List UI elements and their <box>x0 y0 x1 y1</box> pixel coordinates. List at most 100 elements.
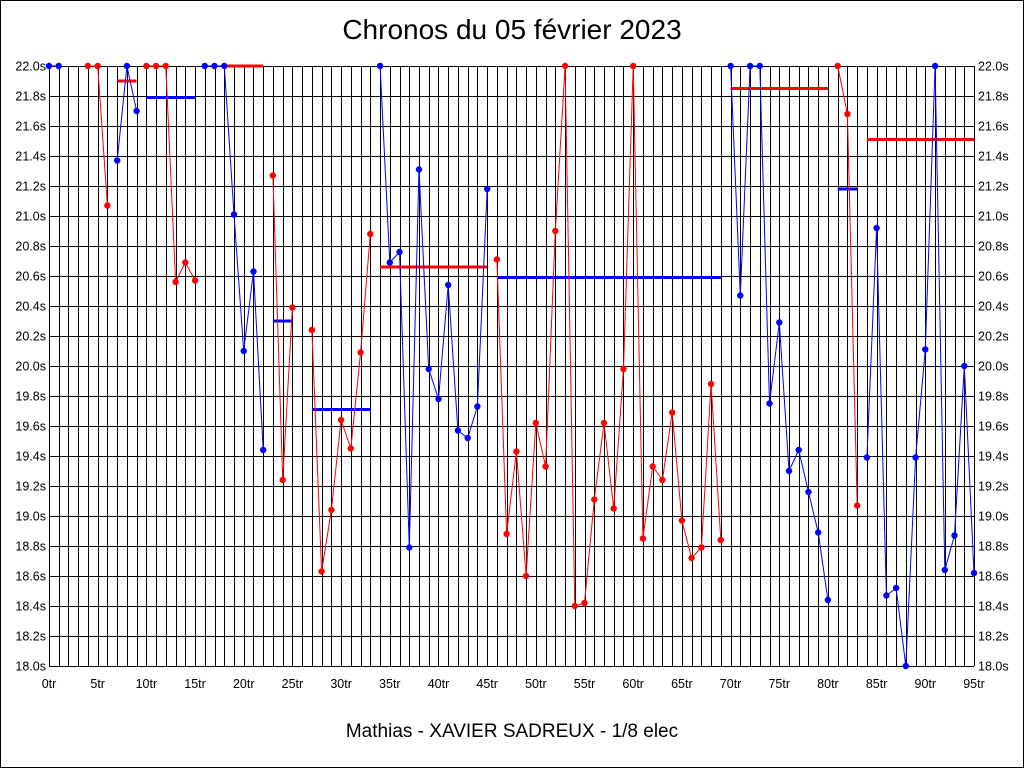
data-point <box>357 349 364 356</box>
series-line <box>496 65 722 607</box>
y-tick-label: 19.2s <box>15 480 46 494</box>
data-point <box>649 463 656 470</box>
data-point <box>532 419 539 427</box>
x-tick-label: 10tr <box>136 677 158 691</box>
data-point <box>591 496 598 503</box>
series-line <box>272 175 293 481</box>
data-point <box>289 304 296 311</box>
chart-subtitle: Mathias - XAVIER SADREUX - 1/8 elec <box>345 721 679 742</box>
data-point <box>484 185 491 193</box>
data-point <box>84 62 92 70</box>
y-tick-label: 21.0s <box>15 210 46 224</box>
y-tick-label: 21.8s <box>15 90 46 104</box>
data-point <box>941 566 948 574</box>
data-point <box>669 409 676 416</box>
data-point <box>639 535 647 542</box>
y-tick-label: 19.8s <box>15 390 46 404</box>
data-point <box>542 463 549 470</box>
y-axis-labels-left: 22.0s 21.8s 21.6s 21.4s 21.2s 21.0s 20.8s 20.6s… <box>15 60 46 674</box>
data-point <box>94 62 101 70</box>
data-point <box>454 427 462 434</box>
data-point <box>961 362 968 370</box>
data-point <box>795 446 802 454</box>
data-point <box>727 62 734 70</box>
x-tick-label: 20tr <box>233 677 255 691</box>
y-tick-label: 19.8s <box>978 390 1009 404</box>
data-point <box>337 416 345 424</box>
data-point <box>172 278 179 286</box>
y-tick-label: 19.4s <box>978 450 1009 464</box>
y-tick-label: 18.4s <box>978 600 1009 614</box>
y-tick-label: 20.6s <box>978 270 1009 284</box>
y-tick-label: 19.0s <box>15 510 46 524</box>
x-tick-label: 55tr <box>574 677 596 691</box>
y-tick-label: 20.2s <box>978 330 1009 344</box>
data-point <box>522 572 530 580</box>
x-tick-label: 5tr <box>90 677 105 691</box>
data-point <box>571 602 578 610</box>
x-tick-label: 15tr <box>184 677 206 691</box>
data-point <box>104 202 111 209</box>
y-tick-label: 20.4s <box>978 300 1009 314</box>
data-point <box>464 434 471 442</box>
y-tick-label: 21.0s <box>978 210 1009 224</box>
data-point <box>230 211 238 218</box>
data-point <box>717 536 724 544</box>
y-tick-label: 19.4s <box>15 450 46 464</box>
data-point <box>922 346 929 353</box>
y-tick-label: 22.0s <box>978 60 1009 74</box>
data-point <box>182 259 189 266</box>
data-point <box>396 248 403 256</box>
data-point <box>688 554 695 562</box>
y-tick-label: 18.2s <box>978 630 1009 644</box>
data-point <box>834 62 841 70</box>
data-point <box>162 62 169 70</box>
data-point <box>114 157 121 164</box>
y-tick-label: 21.8s <box>978 90 1009 104</box>
y-tick-label: 18.2s <box>15 630 46 644</box>
data-point <box>133 107 140 115</box>
series-line <box>866 65 975 667</box>
x-tick-label: 45tr <box>476 677 498 691</box>
data-point <box>503 530 510 538</box>
y-tick-label: 21.2s <box>978 180 1009 194</box>
data-point <box>863 454 871 461</box>
data-point <box>143 62 150 70</box>
data-point <box>279 476 286 484</box>
y-tick-label: 18.0s <box>15 660 46 674</box>
data-point <box>474 403 481 410</box>
y-tick-label: 20.0s <box>978 360 1009 374</box>
series-points <box>45 62 978 670</box>
x-tick-label: 75tr <box>768 677 790 691</box>
data-point <box>406 544 413 551</box>
data-point <box>269 172 277 179</box>
data-point <box>737 292 744 299</box>
y-tick-label: 18.4s <box>15 600 46 614</box>
y-tick-label: 20.0s <box>15 360 46 374</box>
y-tick-label: 21.4s <box>978 150 1009 164</box>
y-tick-label: 19.6s <box>978 420 1009 434</box>
series-line <box>87 65 108 206</box>
data-point <box>367 230 374 238</box>
y-tick-label: 21.6s <box>15 120 46 134</box>
x-tick-label: 25tr <box>282 677 304 691</box>
y-tick-label: 20.4s <box>15 300 46 314</box>
data-point <box>698 544 705 551</box>
data-point <box>785 467 793 475</box>
y-tick-label: 19.2s <box>978 480 1009 494</box>
y-tick-label: 22.0s <box>15 60 46 74</box>
data-point <box>191 277 199 284</box>
data-point <box>493 256 501 263</box>
x-axis-labels: 0tr 5tr 10tr 15tr 20tr 25tr 30tr 35tr 40tr 45tr 50… <box>42 677 985 691</box>
data-point <box>824 596 832 604</box>
y-tick-label: 21.6s <box>978 120 1009 134</box>
data-point <box>513 448 520 455</box>
x-tick-label: 30tr <box>330 677 352 691</box>
data-point <box>561 62 569 70</box>
y-axis-labels-right: 22.0s 21.8s 21.6s 21.4s 21.2s 21.0s 20.8s 20.6s… <box>978 60 1009 674</box>
data-point <box>415 166 423 173</box>
x-tick-label: 95tr <box>963 677 985 691</box>
x-tick-label: 65tr <box>671 677 693 691</box>
